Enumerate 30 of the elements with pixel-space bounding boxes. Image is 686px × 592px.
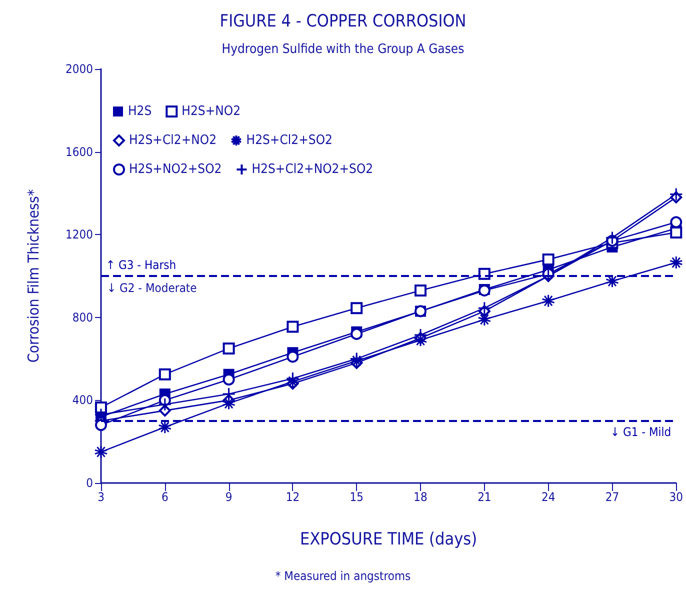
y-tick-label: 2000 [66, 62, 94, 76]
x-tick-label: 12 [286, 490, 300, 504]
legend-label: H2S+NO2 [182, 104, 241, 119]
legend-label: H2S+NO2+SO2 [129, 162, 222, 177]
legend-label: H2S+Cl2+NO2+SO2 [252, 162, 374, 177]
y-tick-label: 800 [72, 310, 94, 324]
x-tick-label: 18 [414, 490, 428, 504]
x-tick-label: 24 [541, 490, 556, 504]
x-tick-label: 27 [605, 490, 620, 504]
chart-title: FIGURE 4 - COPPER CORROSION [220, 12, 466, 32]
legend-label: H2S+Cl2+SO2 [246, 133, 332, 148]
y-tick-label: 1600 [66, 144, 94, 159]
x-tick-label: 6 [161, 490, 168, 504]
y-tick-label: 1200 [66, 228, 94, 242]
ref-line-label: ↓ G1 - Mild [610, 424, 672, 439]
x-tick-label: 15 [350, 490, 364, 504]
x-tick-label: 9 [225, 490, 232, 504]
legend-label: H2S+Cl2+NO2 [129, 133, 217, 148]
chart-subtitle: Hydrogen Sulfide with the Group A Gases [222, 42, 464, 57]
y-axis-title: Corrosion Film Thickness* [24, 189, 42, 363]
y-tick-label: 400 [72, 393, 94, 408]
x-tick-label: 3 [98, 490, 104, 504]
annotation: ↓ G2 - Moderate [107, 281, 198, 295]
text: * Measured in angstroms [275, 569, 412, 583]
y-tick-label: 0 [86, 476, 94, 490]
legend-label: H2S [128, 104, 152, 119]
x-tick-label: 30 [669, 490, 684, 504]
ref-line-label: ↑ G3 - Harsh [106, 258, 176, 272]
x-axis-title: EXPOSURE TIME (days) [300, 530, 478, 550]
x-tick-label: 21 [478, 490, 492, 504]
